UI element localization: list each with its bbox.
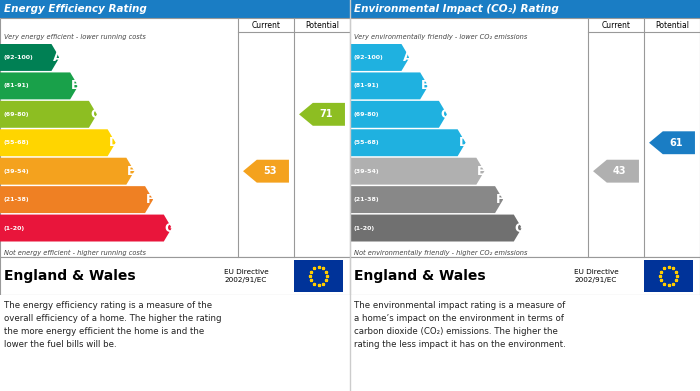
Polygon shape: [350, 186, 503, 213]
Text: D: D: [108, 136, 119, 149]
Text: England & Wales: England & Wales: [4, 269, 136, 283]
Text: (1-20): (1-20): [354, 226, 375, 231]
Text: 53: 53: [263, 166, 276, 176]
Bar: [350, 257, 700, 295]
Text: F: F: [496, 193, 505, 206]
Text: (92-100): (92-100): [4, 55, 34, 60]
Text: Current: Current: [251, 20, 281, 29]
Bar: [0, 18, 350, 257]
Text: Potential: Potential: [305, 20, 339, 29]
Polygon shape: [299, 103, 345, 126]
Bar: [350, 0, 700, 18]
Bar: [0, 257, 350, 295]
Text: EU Directive
2002/91/EC: EU Directive 2002/91/EC: [574, 269, 619, 283]
Polygon shape: [0, 186, 153, 213]
Polygon shape: [649, 131, 695, 154]
Polygon shape: [350, 44, 410, 71]
Text: Environmental Impact (CO₂) Rating: Environmental Impact (CO₂) Rating: [354, 4, 559, 14]
Text: (1-20): (1-20): [4, 226, 25, 231]
Text: (39-54): (39-54): [4, 169, 29, 174]
Text: (55-68): (55-68): [4, 140, 29, 145]
Text: The energy efficiency rating is a measure of the
overall efficiency of a home. T: The energy efficiency rating is a measur…: [4, 301, 221, 348]
Polygon shape: [0, 72, 78, 99]
Polygon shape: [350, 158, 484, 185]
Polygon shape: [0, 44, 60, 71]
Text: (92-100): (92-100): [354, 55, 384, 60]
Bar: [294, 260, 343, 292]
Polygon shape: [350, 215, 522, 242]
Text: Very energy efficient - lower running costs: Very energy efficient - lower running co…: [4, 34, 146, 40]
Text: (69-80): (69-80): [354, 112, 379, 117]
Text: The environmental impact rating is a measure of
a home’s impact on the environme: The environmental impact rating is a mea…: [354, 301, 566, 348]
Text: G: G: [514, 222, 525, 235]
Bar: [350, 18, 700, 257]
Text: Current: Current: [601, 20, 631, 29]
Bar: [644, 260, 693, 292]
Text: B: B: [421, 79, 430, 92]
Polygon shape: [0, 129, 116, 156]
Text: D: D: [458, 136, 469, 149]
Text: England & Wales: England & Wales: [354, 269, 486, 283]
Text: B: B: [71, 79, 80, 92]
Text: E: E: [127, 165, 136, 178]
Text: (21-38): (21-38): [354, 197, 379, 202]
Text: (81-91): (81-91): [354, 83, 379, 88]
Polygon shape: [350, 101, 447, 128]
Text: Not environmentally friendly - higher CO₂ emissions: Not environmentally friendly - higher CO…: [354, 250, 528, 256]
Text: F: F: [146, 193, 155, 206]
Text: C: C: [90, 108, 99, 121]
Text: G: G: [164, 222, 175, 235]
Text: EU Directive
2002/91/EC: EU Directive 2002/91/EC: [224, 269, 269, 283]
Polygon shape: [350, 72, 428, 99]
Text: E: E: [477, 165, 486, 178]
Text: (81-91): (81-91): [4, 83, 29, 88]
Text: A: A: [52, 51, 62, 64]
Polygon shape: [0, 158, 134, 185]
Text: (39-54): (39-54): [354, 169, 379, 174]
Text: 71: 71: [319, 109, 332, 119]
Polygon shape: [0, 215, 172, 242]
Text: 61: 61: [669, 138, 682, 148]
Text: Energy Efficiency Rating: Energy Efficiency Rating: [4, 4, 147, 14]
Text: Not energy efficient - higher running costs: Not energy efficient - higher running co…: [4, 250, 146, 256]
Text: (55-68): (55-68): [354, 140, 379, 145]
Polygon shape: [0, 101, 97, 128]
Text: 43: 43: [613, 166, 626, 176]
Text: C: C: [440, 108, 449, 121]
Bar: [0, 0, 350, 18]
Polygon shape: [593, 160, 639, 183]
Polygon shape: [243, 160, 289, 183]
Text: Potential: Potential: [655, 20, 689, 29]
Text: (21-38): (21-38): [4, 197, 29, 202]
Text: (69-80): (69-80): [4, 112, 29, 117]
Text: A: A: [402, 51, 412, 64]
Text: Very environmentally friendly - lower CO₂ emissions: Very environmentally friendly - lower CO…: [354, 34, 527, 40]
Polygon shape: [350, 129, 466, 156]
